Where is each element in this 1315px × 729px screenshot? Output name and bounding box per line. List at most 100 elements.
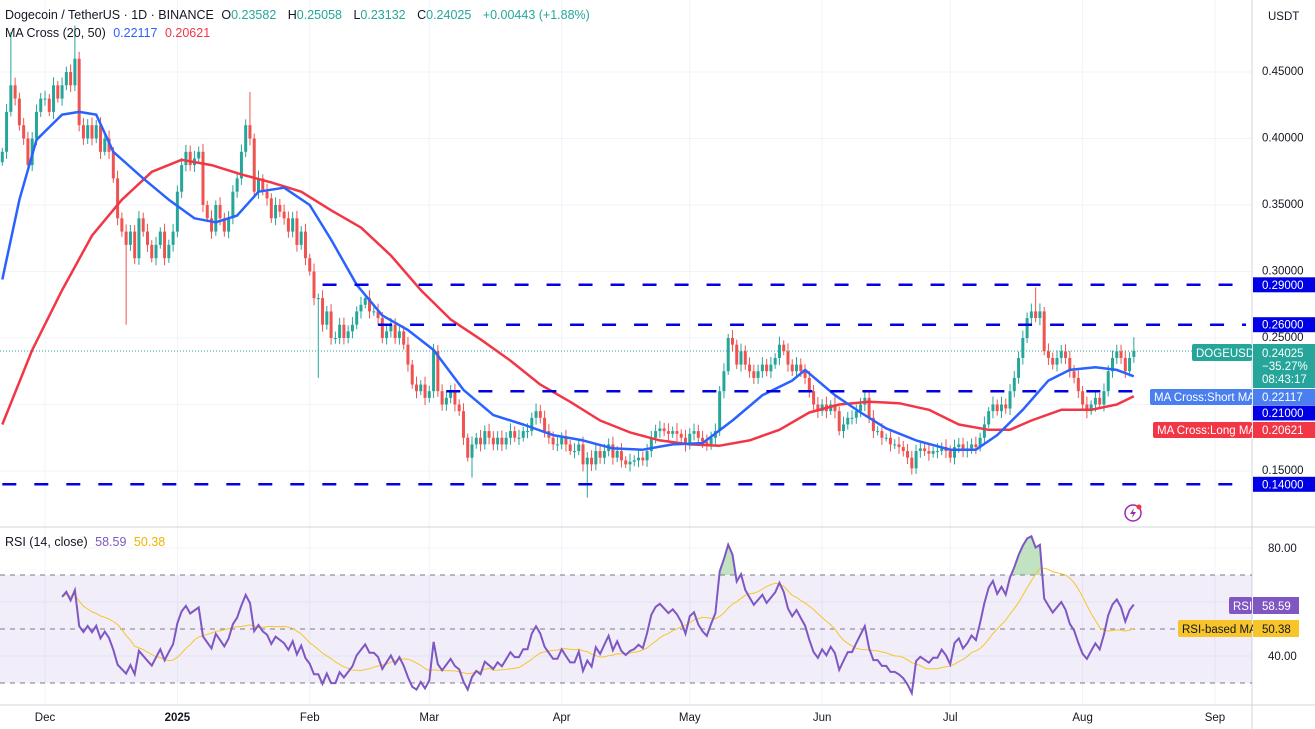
candle-body — [338, 324, 342, 338]
candle — [803, 364, 807, 385]
ma-legend[interactable]: MA Cross (20, 50) 0.22117 0.20621 — [5, 26, 214, 40]
candle-body — [837, 411, 841, 432]
price-tag-countdown: 08:43:17 — [1262, 374, 1307, 386]
rsi-ma-line — [61, 567, 1134, 675]
candle-body — [1021, 338, 1025, 358]
candle — [444, 390, 448, 411]
candle-body — [432, 351, 436, 392]
candle-body — [34, 111, 38, 139]
candle-body — [116, 178, 120, 219]
candle-body — [752, 371, 756, 378]
candle — [645, 443, 649, 467]
candle-body — [658, 428, 662, 432]
candle — [1051, 352, 1055, 370]
candle-body — [876, 431, 880, 433]
candle-body — [231, 191, 235, 219]
candles — [0, 25, 1136, 498]
candle — [419, 380, 423, 396]
rsi-legend[interactable]: RSI (14, close) 58.59 50.38 — [5, 535, 169, 549]
ma-long-line — [1, 158, 1135, 447]
price-tag-change_pct: −35.27% — [1262, 361, 1308, 373]
candle-body — [372, 311, 376, 313]
high-value: 0.25058 — [296, 8, 342, 22]
candle-body — [696, 431, 700, 438]
candle-body — [239, 151, 243, 179]
candle-body — [735, 344, 739, 365]
candle — [128, 224, 132, 251]
candle — [479, 429, 483, 452]
candle — [1115, 344, 1119, 364]
candle-body — [94, 125, 98, 139]
candle-body — [739, 351, 743, 365]
candle-body — [1111, 357, 1114, 372]
candle — [274, 197, 278, 226]
rsi-ma-tag — [1178, 620, 1252, 637]
candle-body — [1072, 371, 1076, 378]
candle-body — [457, 404, 461, 412]
candle-body — [0, 151, 4, 163]
candle — [991, 396, 995, 419]
candle — [252, 133, 256, 197]
candle-body — [598, 451, 602, 458]
lightning-icon-dot — [1136, 504, 1142, 510]
candle-body — [786, 351, 790, 365]
candle-body — [188, 151, 192, 166]
candle — [995, 399, 999, 416]
candle-body — [773, 357, 777, 365]
candle — [837, 406, 841, 436]
candle — [321, 290, 325, 332]
candle-body — [103, 138, 107, 152]
candle-body — [321, 298, 325, 325]
candle-body — [504, 437, 508, 445]
candle-body — [701, 437, 705, 442]
candle-body — [790, 364, 794, 372]
candle-body — [346, 331, 350, 338]
candle — [999, 396, 1003, 419]
candle — [756, 364, 760, 384]
candle — [508, 423, 512, 445]
candle — [910, 450, 914, 475]
candle — [303, 223, 307, 266]
lightning-icon[interactable] — [1124, 504, 1142, 522]
candle-body — [312, 271, 316, 299]
change-value: +0.00443 (+1.88%) — [482, 8, 590, 22]
candle — [137, 210, 141, 265]
ma-long-price-tag — [1253, 422, 1315, 438]
candle-body — [995, 404, 999, 412]
candle — [833, 396, 837, 419]
candle — [342, 317, 346, 345]
candle — [1029, 303, 1033, 326]
candle — [329, 303, 333, 345]
candle — [214, 200, 218, 236]
price-tag — [1253, 344, 1315, 388]
candle — [581, 436, 585, 472]
candle-body — [483, 431, 487, 445]
candle-body — [795, 364, 799, 372]
candle-body — [52, 85, 56, 112]
candle-body — [654, 431, 658, 438]
candle-body — [248, 125, 252, 139]
candle-body — [17, 98, 21, 126]
candle — [423, 376, 427, 405]
candle-body — [517, 437, 521, 439]
candle-body — [1051, 357, 1055, 365]
candle-body — [897, 444, 901, 448]
candle — [385, 324, 389, 345]
candle — [637, 450, 641, 468]
candle — [359, 296, 363, 319]
candle — [325, 305, 329, 330]
candle — [538, 405, 542, 424]
ma-long-tag-value: 0.20621 — [1262, 425, 1304, 437]
candle — [1034, 287, 1038, 323]
candle — [5, 103, 9, 159]
candle-body — [410, 364, 414, 385]
candle — [86, 119, 90, 144]
candle-body — [397, 331, 401, 338]
currency-label: USDT — [1268, 11, 1299, 23]
candle-body — [923, 448, 927, 452]
candle-body — [175, 191, 179, 232]
rsi-tag-label: RSI — [1233, 601, 1252, 613]
level-price-value: 0.21000 — [1262, 408, 1304, 420]
candle — [671, 426, 675, 438]
